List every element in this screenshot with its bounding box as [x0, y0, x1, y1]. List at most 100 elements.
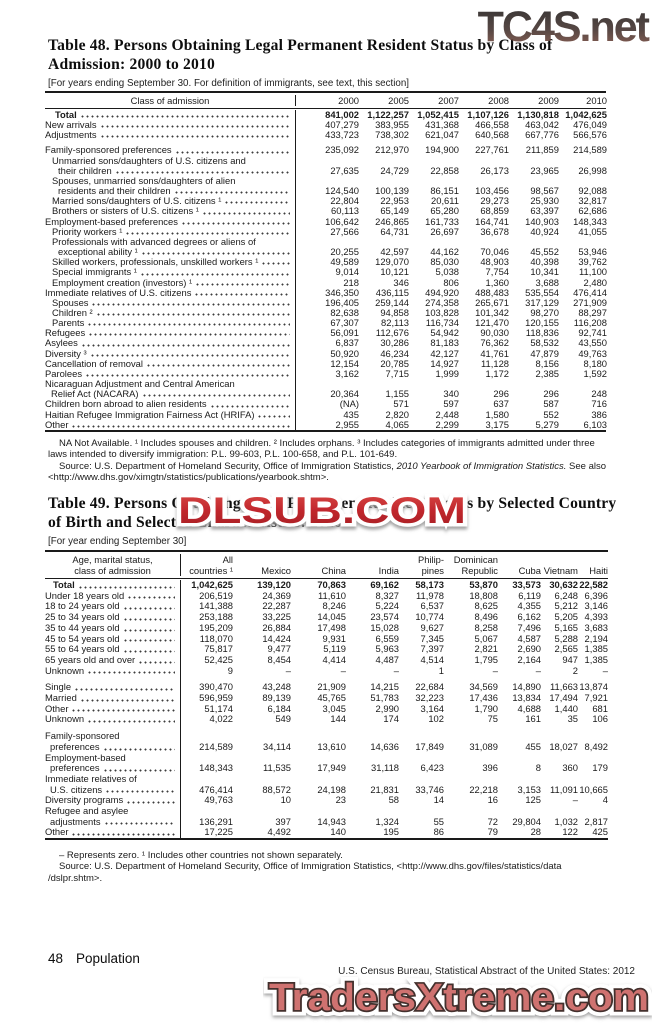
- table48-footnote: NA Not Available. ¹ Includes spouses and…: [48, 438, 595, 461]
- table-cell: 103,456: [475, 185, 509, 197]
- table-cell: 6,162: [517, 611, 541, 623]
- table-row: preferences 148,343 11,535 17,949 31,118 6,42…: [45, 763, 608, 774]
- table-cell: 360: [562, 762, 578, 774]
- table-cell: 34,114: [263, 740, 291, 752]
- table-cell: (NA): [339, 398, 359, 410]
- table-cell: 12,154: [330, 357, 359, 369]
- table-cell: 68,859: [480, 205, 509, 217]
- table-cell: 5,212: [554, 600, 578, 612]
- dot-leader: [71, 424, 290, 428]
- row-values: 476,414 88,572 24,198 21,831 33,746 22,218 3,1…: [180, 784, 608, 796]
- dot-leader: [74, 688, 175, 692]
- row-stub: preferences: [45, 763, 180, 774]
- row-label: Children born abroad to alien residents: [45, 399, 207, 410]
- table-row: Family-sponsored preferences 235,092 212,9…: [45, 144, 607, 156]
- table-cell: 41,055: [578, 225, 607, 237]
- row-values: 27,635 24,729 22,858 26,173 23,965 26,998: [295, 164, 607, 176]
- table-cell: 11,128: [481, 357, 509, 369]
- table-cell: 53,946: [578, 246, 607, 258]
- table-cell: 140: [330, 826, 346, 838]
- table49-footnotes: – Represents zero. ¹ Includes other coun…: [48, 850, 616, 884]
- table-cell: 30,286: [380, 337, 409, 349]
- table-cell: 3,146: [584, 600, 608, 612]
- table-cell: 667,776: [525, 129, 559, 141]
- table-cell: –: [492, 664, 498, 676]
- table-cell: 14,045: [317, 611, 346, 623]
- table-cell: 1,107,126: [467, 109, 509, 120]
- row-label: Total: [53, 580, 75, 590]
- dot-leader: [102, 768, 175, 772]
- row-stub: New arrivals: [45, 120, 295, 130]
- dot-leader: [79, 698, 175, 702]
- dot-leader: [102, 747, 175, 751]
- table-cell: 9,014: [335, 266, 359, 278]
- table-cell: 10: [280, 794, 291, 806]
- table-cell: 1,580: [485, 408, 509, 420]
- table-row: Single 390,470 43,248 21,909 14,215 22,684 34,…: [45, 681, 608, 694]
- row-stub: Special immigrants ¹: [45, 267, 295, 277]
- row-values: 118,070 14,424 9,931 6,559 7,345 5,067 4,587 5,…: [180, 632, 608, 645]
- table-cell: 2,821: [474, 643, 498, 655]
- table-cell: 82,113: [381, 317, 409, 329]
- table-cell: 103,828: [425, 306, 459, 318]
- row-label: Immediate relatives of: [45, 773, 137, 784]
- table49-bracket-note: [For year ending September 30]: [48, 536, 187, 547]
- row-stub: exceptional ability ¹: [45, 247, 295, 257]
- table-cell: 265,671: [475, 296, 509, 308]
- row-stub: Single: [45, 682, 180, 693]
- table-row: 35 to 44 years old 195,209 26,884 17,498 15,…: [45, 621, 608, 634]
- row-values: 22,804 22,953 20,611 29,273 25,930 32,817: [295, 196, 607, 207]
- row-stub: Under 18 years old: [45, 591, 180, 602]
- row-stub: Unmarried sons/daughters of U.S. citizen…: [45, 156, 295, 166]
- table-cell: 1,360: [485, 276, 509, 288]
- column-header-line: Republic: [461, 565, 498, 576]
- table49-source: Source: U.S. Department of Homeland Secu…: [48, 861, 562, 884]
- row-label: adjustments: [50, 816, 101, 827]
- table-cell: 5,288: [554, 632, 578, 644]
- table-cell: 227,761: [475, 144, 509, 156]
- table-cell: 7,345: [420, 632, 444, 644]
- row-label: Other: [45, 827, 69, 838]
- row-label: Unknown: [45, 665, 85, 676]
- table-row: U.S. citizens 476,414 88,572 24,198 21,831 33…: [45, 784, 608, 796]
- dot-leader: [194, 292, 290, 296]
- table-cell: 3,683: [584, 621, 608, 633]
- table-cell: 246,865: [375, 215, 409, 227]
- table-row: Under 18 years old 206,519 24,369 11,610 8,3…: [45, 590, 608, 602]
- table-row: 25 to 34 years old 253,188 33,225 14,045 23,…: [45, 611, 608, 623]
- table-cell: 122: [562, 826, 578, 838]
- row-stub: Other: [45, 420, 295, 430]
- row-values: [295, 140, 606, 146]
- row-label: Cancellation of removal: [45, 358, 143, 369]
- dot-leader: [140, 252, 290, 256]
- row-label: Diversity ³: [45, 348, 87, 359]
- table-cell: 45,765: [317, 692, 346, 704]
- row-stub: 25 to 34 years old: [45, 612, 180, 623]
- table-cell: 17,949: [317, 762, 346, 774]
- table-cell: 23,965: [530, 164, 559, 176]
- row-label: Spouses: [52, 297, 89, 308]
- row-label: residents and their children: [58, 186, 171, 197]
- gap-row: [45, 140, 606, 146]
- row-values: 3,162 7,715 1,999 1,172 2,385 1,592: [295, 368, 607, 380]
- table-row: Other 51,174 6,184 3,045 2,990 3,164 1,790 4,68…: [45, 702, 608, 715]
- row-label: preferences: [50, 741, 100, 752]
- table-row: Employment-based preferences 106,642 246,8…: [45, 215, 607, 227]
- stub-header: Age, marital status, class of admission: [45, 554, 180, 576]
- row-stub: Asylees: [45, 338, 295, 348]
- row-label: Unknown: [45, 714, 85, 725]
- table-cell: 3,164: [420, 702, 444, 714]
- table-cell: 4: [602, 794, 608, 806]
- column-header: 2008: [459, 95, 509, 106]
- table-row: Total 841,002 1,122,257 1,052,415 1,107,126 1…: [45, 109, 607, 121]
- table-cell: 24,729: [380, 164, 409, 176]
- table-cell: 7,754: [485, 266, 509, 278]
- table-cell: 42,597: [380, 246, 409, 258]
- table-cell: 433,723: [325, 129, 359, 141]
- row-stub: Unknown: [45, 714, 180, 725]
- table-cell: 11,535: [263, 762, 291, 774]
- row-values: 433,723 738,302 621,047 640,568 667,776 566,5…: [295, 129, 607, 141]
- column-header: Cuba: [498, 565, 541, 576]
- table-cell: 22,684: [415, 681, 444, 693]
- dot-leader: [122, 639, 175, 643]
